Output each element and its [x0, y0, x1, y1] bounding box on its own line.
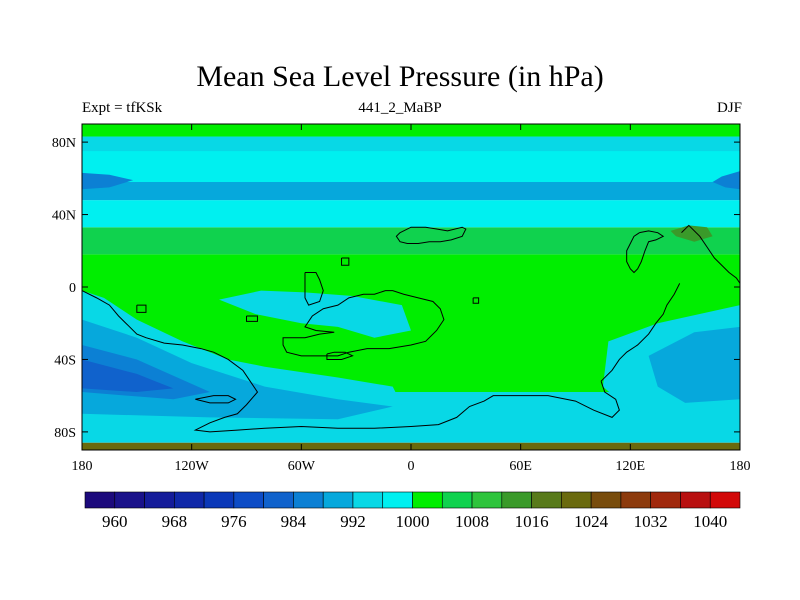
colorbar-box	[84, 491, 116, 509]
run-label: 441_2_MaBP	[358, 100, 442, 116]
field-northern-low-band	[82, 181, 740, 201]
coastline-andes-edge	[600, 283, 681, 382]
colorbar-label: 968	[162, 512, 188, 531]
chart-title: Mean Sea Level Pressure (in hPa)	[196, 60, 604, 93]
colorbar-box	[203, 491, 235, 509]
colorbar-box	[650, 491, 681, 509]
colorbar-box	[144, 491, 175, 509]
colorbar-box	[561, 491, 592, 509]
field-indian-ocean-low-2	[648, 326, 740, 403]
y-axis: 80N 40N 0 40S 80S	[52, 136, 740, 441]
colorbar-box	[471, 491, 503, 509]
y-tick-label: 0	[69, 281, 76, 296]
colorbar-box	[680, 491, 711, 509]
colorbar-label: 960	[102, 512, 128, 531]
colorbar-label: 1032	[634, 512, 668, 531]
x-tick-label: 60E	[509, 459, 532, 474]
colorbar-label: 976	[221, 512, 247, 531]
colorbar-box	[322, 491, 354, 509]
x-tick-label: 180	[72, 459, 93, 474]
x-axis: 180 120W 60W 0 60E 120E 180	[72, 124, 751, 474]
coastline-arabia	[395, 226, 467, 245]
coastline-india	[626, 230, 665, 274]
coastline-arabian-peninsula	[304, 272, 324, 306]
colorbar-label: 1000	[396, 512, 430, 531]
experiment-label: Expt = tfKSk	[82, 100, 163, 116]
field-north-edge-strip	[82, 124, 740, 137]
colorbar-box	[114, 491, 145, 509]
colorbar-box	[174, 491, 205, 509]
colorbar-label: 984	[281, 512, 307, 531]
x-tick-label: 180	[730, 459, 751, 474]
colorbar-box	[620, 491, 651, 509]
coastline-atlantic-island-2	[326, 351, 354, 360]
coastline-southern-ridge	[195, 395, 237, 404]
colorbar-box	[412, 491, 443, 509]
colorbar-box	[293, 491, 324, 509]
y-tick-label: 40N	[52, 209, 76, 224]
coastline-pacific-atoll-2	[136, 304, 147, 313]
y-tick-label: 80N	[52, 136, 76, 151]
field-pacific-low-4	[82, 359, 174, 393]
colorbar-box	[352, 491, 384, 509]
field-northern-mid-band	[82, 200, 740, 228]
field-arctic-low	[82, 136, 740, 152]
colorbar-box	[263, 491, 294, 509]
x-tick-label: 0	[408, 459, 415, 474]
colorbar-label: 1040	[693, 512, 727, 531]
colorbar-label: 992	[340, 512, 366, 531]
coastline-atlantic-island-1	[341, 257, 350, 266]
coastline-indian-ocean-island	[472, 297, 480, 304]
y-tick-label: 40S	[54, 353, 76, 368]
colorbar: 960 968 976 984 992 1000 1008 1016 1024 1032 1040	[84, 491, 741, 531]
y-tick-label: 80S	[54, 426, 76, 441]
x-tick-label: 120W	[175, 459, 210, 474]
colorbar-label: 1024	[574, 512, 609, 531]
field-north-pacific-low-east	[712, 171, 740, 190]
colorbar-box	[382, 491, 413, 509]
coastline-pacific-atoll	[246, 315, 258, 322]
pressure-fields	[82, 124, 740, 450]
colorbar-box	[709, 491, 741, 509]
colorbar-box	[501, 491, 532, 509]
season-label: DJF	[716, 100, 742, 116]
colorbar-label: 1008	[455, 512, 489, 531]
x-tick-label: 60W	[288, 459, 316, 474]
field-tropical-base	[82, 254, 740, 393]
colorbar-label: 1016	[515, 512, 549, 531]
coastlines	[82, 224, 740, 433]
colorbar-box	[441, 491, 473, 509]
coastline-south-america	[82, 290, 620, 433]
field-subtropical-ridge	[82, 227, 740, 255]
colorbar-box	[590, 491, 622, 509]
field-asia-high	[670, 225, 713, 242]
coastline-africa	[282, 290, 445, 357]
coastline-indochina	[681, 224, 740, 284]
x-tick-label: 120E	[616, 459, 646, 474]
colorbar-box	[531, 491, 562, 509]
colorbar-box	[233, 491, 264, 509]
field-north-pacific-low-west	[82, 172, 134, 190]
